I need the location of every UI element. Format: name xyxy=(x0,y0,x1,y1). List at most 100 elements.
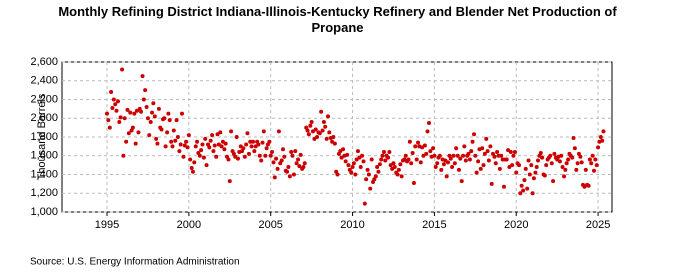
x-tick-label: 2010 xyxy=(340,219,364,231)
data-point xyxy=(208,138,213,143)
data-point xyxy=(115,99,120,104)
data-point xyxy=(200,142,205,147)
data-point xyxy=(411,180,416,185)
y-tick-label: 1,200 xyxy=(30,187,58,199)
data-point xyxy=(197,153,202,158)
source-note: Source: U.S. Energy Information Administ… xyxy=(30,257,240,268)
data-point xyxy=(587,157,592,162)
data-point xyxy=(259,158,264,163)
data-point xyxy=(145,116,150,121)
data-point xyxy=(291,172,296,177)
data-point xyxy=(600,138,605,143)
data-point xyxy=(365,167,370,172)
data-point xyxy=(244,142,249,147)
data-point xyxy=(319,109,324,114)
data-point xyxy=(163,144,168,149)
data-point xyxy=(321,120,326,124)
data-point xyxy=(222,147,227,152)
data-point xyxy=(320,128,325,133)
data-point xyxy=(252,149,257,154)
data-point xyxy=(531,176,536,181)
data-point xyxy=(308,123,313,128)
data-point xyxy=(118,115,123,120)
y-tick-label: 1,800 xyxy=(30,131,58,143)
data-point xyxy=(124,139,129,144)
data-point xyxy=(241,146,246,151)
data-point xyxy=(272,175,277,180)
data-point xyxy=(470,139,475,144)
data-point xyxy=(523,166,528,171)
y-tick-label: 2,200 xyxy=(30,93,58,105)
y-tick-label: 1,600 xyxy=(30,150,58,162)
data-point xyxy=(207,145,212,150)
data-point xyxy=(590,153,595,158)
data-point xyxy=(432,153,437,158)
data-point xyxy=(381,150,386,154)
data-point xyxy=(486,158,491,163)
data-point xyxy=(193,144,198,149)
data-point xyxy=(286,165,291,169)
data-point xyxy=(105,111,110,116)
data-point xyxy=(264,146,269,151)
data-point xyxy=(482,151,487,156)
data-point xyxy=(126,131,131,136)
data-point xyxy=(130,125,135,130)
data-point xyxy=(353,172,358,177)
data-point xyxy=(297,164,302,169)
data-point xyxy=(551,179,556,184)
data-point xyxy=(529,163,534,168)
data-point xyxy=(315,135,320,139)
data-point xyxy=(476,159,481,164)
data-point xyxy=(270,150,275,154)
data-point xyxy=(591,168,596,173)
data-point xyxy=(601,129,606,134)
data-point xyxy=(379,157,384,162)
y-tick-label: 2,600 xyxy=(30,56,58,68)
data-point xyxy=(132,111,137,116)
x-tick-label: 2005 xyxy=(258,219,282,231)
data-point xyxy=(552,151,557,156)
data-point xyxy=(474,170,479,175)
data-point xyxy=(309,120,314,124)
data-point xyxy=(473,153,478,158)
data-point xyxy=(517,163,522,168)
data-point xyxy=(525,186,530,191)
data-point xyxy=(150,110,155,115)
data-point xyxy=(223,141,228,146)
data-point xyxy=(414,157,419,162)
data-point xyxy=(549,161,554,166)
x-tick-label: 2025 xyxy=(586,219,610,231)
data-point xyxy=(431,146,436,151)
data-point xyxy=(306,132,311,137)
y-axis-title: Thousand Barrels xyxy=(36,93,48,180)
data-point xyxy=(246,151,251,156)
data-point xyxy=(386,155,391,160)
data-point xyxy=(391,161,396,166)
data-point xyxy=(109,90,114,94)
data-point xyxy=(501,184,506,189)
data-point xyxy=(462,144,467,149)
data-point xyxy=(456,167,461,172)
data-point xyxy=(583,167,588,172)
data-point xyxy=(242,154,247,159)
data-point xyxy=(210,133,215,138)
data-point xyxy=(159,127,164,132)
data-point xyxy=(192,160,197,165)
data-point xyxy=(362,201,367,206)
data-point xyxy=(214,154,219,159)
data-point xyxy=(263,153,268,158)
data-point xyxy=(165,130,170,135)
data-point xyxy=(261,129,266,134)
data-point xyxy=(571,135,576,140)
data-point xyxy=(313,127,318,132)
data-point xyxy=(562,174,567,179)
data-point xyxy=(113,102,118,107)
data-point xyxy=(296,157,301,162)
data-point xyxy=(544,163,549,168)
data-point xyxy=(519,183,524,188)
data-point xyxy=(493,161,498,166)
data-point xyxy=(107,125,112,130)
data-point xyxy=(557,159,562,164)
data-point xyxy=(120,67,125,72)
data-point xyxy=(121,153,126,158)
